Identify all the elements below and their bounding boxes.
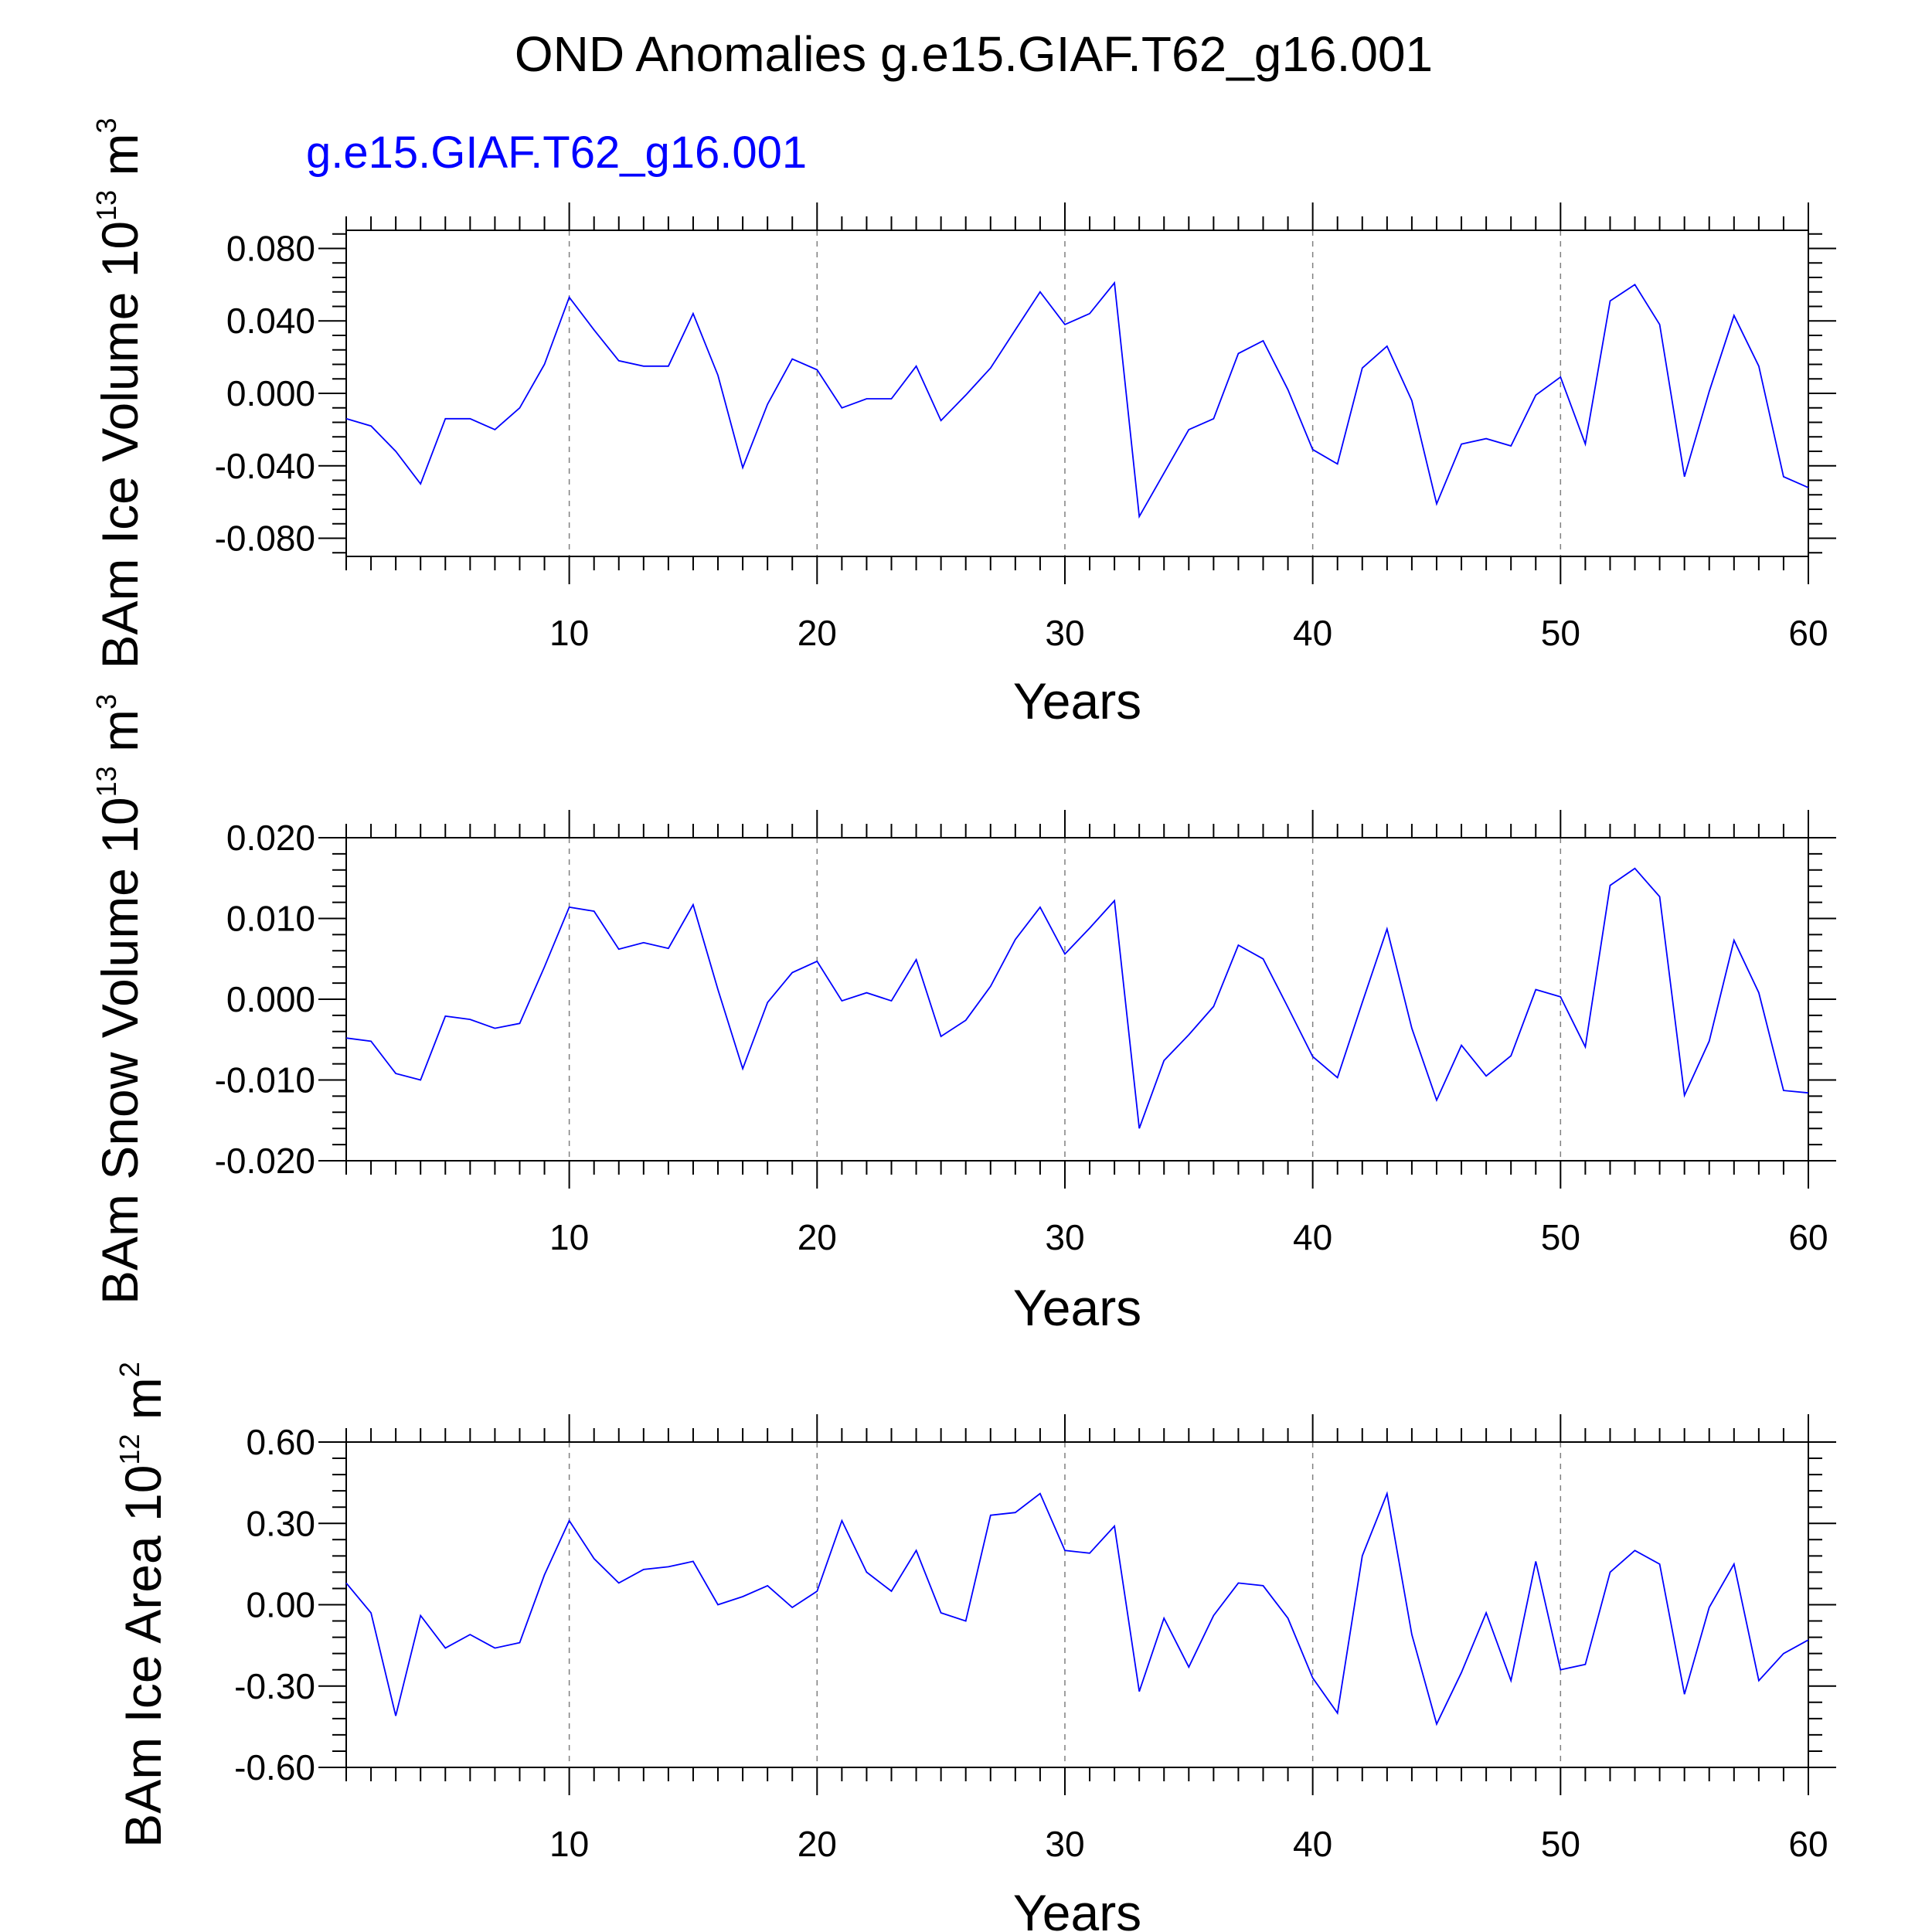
x-tick-label: 20 — [798, 1824, 837, 1864]
y-axis-title-exponent: 13 — [90, 190, 122, 221]
y-axis-title-text: BAm Ice Area 10 — [114, 1465, 172, 1848]
y-tick-label: 0.020 — [226, 818, 315, 858]
x-tick-label: 30 — [1045, 1217, 1084, 1257]
y-axis-title: BAm Snow Volume 1013 m3 — [90, 694, 148, 1304]
x-tick-label: 10 — [549, 1824, 589, 1864]
y-tick-label: -0.30 — [234, 1666, 315, 1706]
y-axis-title-exponent: 2 — [114, 1362, 145, 1377]
y-tick-label: -0.60 — [234, 1747, 315, 1787]
y-tick-label: 0.30 — [246, 1503, 315, 1543]
series-line — [345, 1491, 1809, 1726]
x-tick-label: 40 — [1293, 1217, 1332, 1257]
x-tick-label: 10 — [549, 1217, 589, 1257]
y-axis-title-exponent: 12 — [114, 1434, 145, 1465]
x-tick-label: 30 — [1045, 1824, 1084, 1864]
chart-title: OND Anomalies g.e15.GIAF.T62_g16.001 — [515, 26, 1433, 82]
y-tick-label: 0.040 — [226, 301, 315, 341]
x-axis-title: Years — [1013, 1279, 1141, 1336]
chart-panel-1: -0.080 -0.040 0.000 0.040 0.080 10 20 30 40 50 60 Y… — [90, 117, 1836, 730]
y-axis-title-text: m — [91, 134, 148, 190]
y-axis-title: BAm Ice Volume 1013 m3 — [90, 117, 148, 668]
y-tick-label: 0.60 — [246, 1422, 315, 1462]
plot-frame — [345, 837, 1809, 1162]
y-tick-label: -0.020 — [215, 1141, 315, 1181]
x-tick-label: 50 — [1541, 1217, 1580, 1257]
y-axis-title-exponent: 3 — [90, 117, 122, 133]
x-tick-label: 20 — [798, 613, 837, 653]
y-tick-label: -0.010 — [215, 1060, 315, 1100]
y-tick-label: -0.040 — [215, 446, 315, 486]
y-tick-label: 0.00 — [246, 1585, 315, 1625]
x-tick-label: 60 — [1788, 613, 1828, 653]
plot-frame — [345, 1441, 1809, 1768]
x-tick-label: 20 — [798, 1217, 837, 1257]
plot-frame — [345, 230, 1809, 557]
x-tick-label: 50 — [1541, 613, 1580, 653]
chart-subtitle: g.e15.GIAF.T62_g16.001 — [306, 128, 807, 178]
y-axis-title-text: BAm Ice Volume 10 — [91, 221, 148, 669]
y-axis-title-exponent: 3 — [90, 694, 122, 709]
chart-panel-2: -0.020 -0.010 0.000 0.010 0.020 10 20 30 40 50 60 Y… — [90, 694, 1836, 1336]
y-axis-title-text: BAm Snow Volume 10 — [91, 797, 148, 1304]
chart-panel-3: -0.60 -0.30 0.00 0.30 0.60 10 20 30 40 50 60 Years B… — [114, 1362, 1836, 1932]
x-tick-label: 50 — [1541, 1824, 1580, 1864]
y-tick-label: 0.010 — [226, 899, 315, 939]
x-tick-label: 60 — [1788, 1217, 1828, 1257]
x-axis-title: Years — [1013, 1884, 1141, 1932]
x-tick-label: 10 — [549, 613, 589, 653]
y-tick-label: -0.080 — [215, 519, 315, 559]
y-tick-label: 0.000 — [226, 373, 315, 413]
y-tick-label: 0.080 — [226, 228, 315, 268]
series-line — [345, 281, 1809, 519]
x-tick-label: 60 — [1788, 1824, 1828, 1864]
series-line — [345, 867, 1809, 1129]
x-tick-label: 30 — [1045, 613, 1084, 653]
y-tick-label: 0.000 — [226, 979, 315, 1019]
y-axis-title-text: m — [114, 1377, 172, 1434]
y-axis-title-text: m — [91, 709, 148, 766]
y-axis-title-exponent: 13 — [90, 766, 122, 797]
x-tick-label: 40 — [1293, 1824, 1332, 1864]
x-tick-label: 40 — [1293, 613, 1332, 653]
y-axis-title: BAm Ice Area 1012 m2 — [114, 1362, 172, 1848]
x-axis-title: Years — [1013, 672, 1141, 730]
